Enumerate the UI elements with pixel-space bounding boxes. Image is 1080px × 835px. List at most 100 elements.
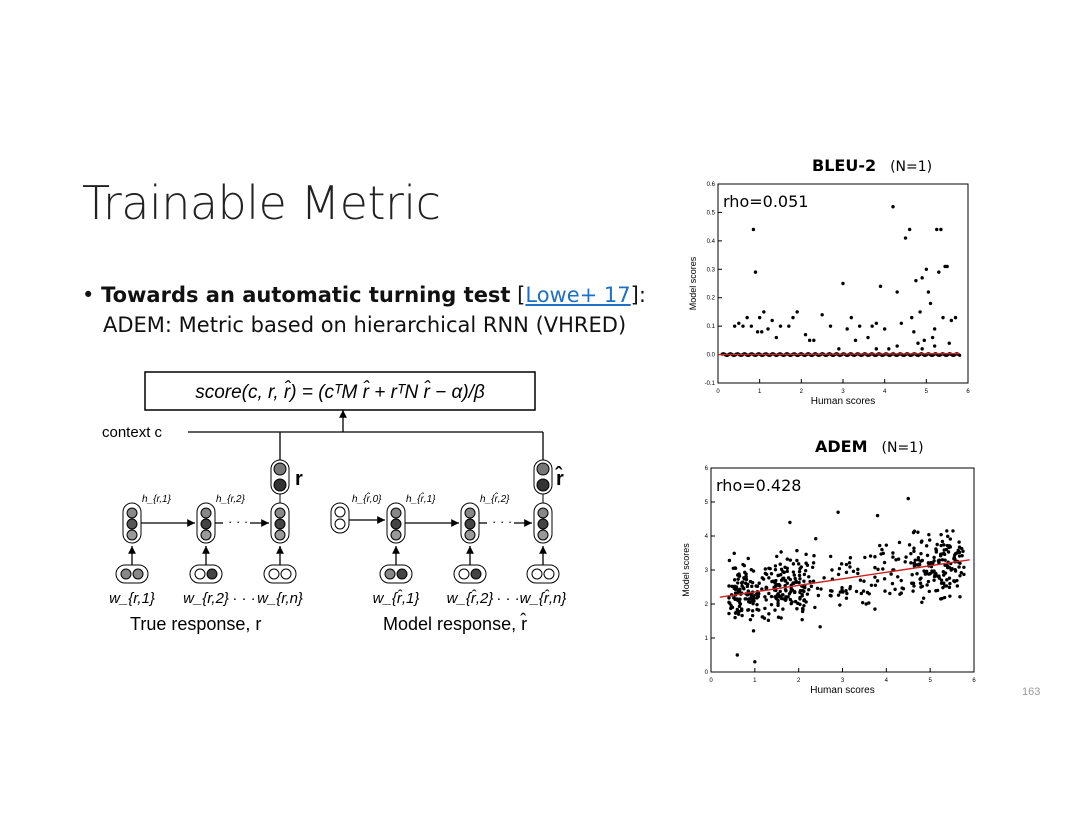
data-point	[749, 593, 754, 598]
data-point	[753, 660, 757, 664]
data-point	[746, 599, 751, 604]
data-point	[952, 557, 956, 561]
data-point	[797, 573, 802, 578]
x-tick-label: 6	[972, 678, 976, 684]
data-point	[913, 558, 917, 562]
data-point	[795, 548, 799, 553]
data-point	[750, 609, 755, 613]
data-point	[903, 236, 908, 240]
data-point	[932, 578, 936, 582]
word-node	[379, 564, 413, 584]
data-point	[845, 591, 849, 596]
data-point	[774, 596, 779, 601]
y-tick-label: 0	[705, 670, 709, 676]
data-point	[791, 562, 796, 566]
data-point	[775, 593, 779, 597]
data-point	[763, 567, 768, 571]
data-point	[912, 564, 917, 568]
data-point	[935, 542, 939, 547]
data-point	[932, 574, 937, 579]
data-point	[912, 330, 916, 334]
data-point	[793, 590, 797, 594]
data-point	[786, 595, 790, 599]
data-point	[814, 537, 818, 541]
data-point	[909, 551, 913, 556]
data-point	[909, 561, 913, 565]
data-point	[951, 529, 955, 533]
data-point	[791, 570, 796, 574]
h-label: h_{r̂,0}	[352, 491, 382, 505]
data-point	[811, 579, 816, 583]
word-node	[453, 564, 487, 584]
data-point	[767, 591, 771, 596]
data-point	[755, 602, 759, 607]
data-point	[751, 629, 756, 633]
data-point	[937, 270, 941, 274]
data-point	[934, 550, 939, 554]
data-point	[887, 347, 891, 351]
hidden-node	[386, 502, 406, 544]
data-point	[763, 595, 767, 599]
data-point	[837, 347, 841, 351]
data-point	[940, 539, 945, 544]
slide-number: 163	[1022, 686, 1041, 698]
data-point	[942, 543, 946, 547]
data-point	[822, 576, 826, 580]
data-point	[958, 561, 962, 565]
data-point	[957, 554, 962, 558]
data-point	[853, 338, 858, 343]
data-point	[788, 558, 793, 562]
data-point	[915, 572, 919, 576]
citation-link[interactable]: Lowe+ 17	[525, 283, 631, 307]
true-response-caption: True response, r	[130, 614, 261, 634]
bleu-chart-title: BLEU-2 (N=1)	[812, 156, 932, 175]
data-point	[928, 572, 932, 576]
data-point	[779, 567, 784, 572]
data-point	[779, 550, 783, 554]
y-tick-label: -0.1	[705, 381, 716, 387]
data-point	[942, 548, 946, 552]
data-point	[760, 330, 764, 334]
data-point	[935, 574, 940, 578]
data-point	[844, 596, 849, 600]
data-point	[948, 537, 953, 541]
x-tick-label: 2	[797, 678, 801, 684]
data-point	[743, 597, 747, 601]
data-point	[795, 607, 799, 611]
bleu-scatter-chart: 0 1 2 3 4 5 6 -0.1 0.0 0.1 0.2 0.3 0.4 0.5 0.6 rho=0.05…	[688, 182, 970, 407]
r-node	[270, 459, 290, 495]
rho-annotation: rho=0.051	[723, 192, 808, 211]
adem-subtitle: (N=1)	[881, 440, 924, 456]
data-point	[941, 315, 945, 320]
w-label: w_{r,2}	[183, 590, 229, 607]
model-response-caption: Model response, r̂	[383, 613, 527, 634]
data-point	[946, 534, 950, 539]
data-point	[807, 338, 812, 343]
data-point	[942, 552, 947, 557]
data-point	[927, 589, 931, 594]
data-point	[896, 575, 900, 579]
data-point	[727, 584, 731, 588]
data-point	[735, 653, 739, 657]
data-point	[779, 616, 783, 620]
data-point	[789, 601, 793, 606]
bullet-line-2: ADEM: Metric based on hierarchical RNN (…	[103, 313, 627, 337]
data-point	[907, 543, 912, 547]
w-label: w_{r̂,n}	[520, 589, 567, 607]
data-point	[793, 576, 797, 581]
y-tick-label: 3	[705, 568, 709, 574]
data-point	[840, 588, 844, 592]
data-point	[802, 579, 806, 583]
data-point	[812, 554, 816, 558]
data-point	[773, 608, 777, 612]
data-point	[837, 566, 842, 571]
bracket-open: [	[517, 283, 526, 307]
data-point	[876, 567, 880, 572]
data-point	[736, 612, 741, 616]
data-point	[910, 315, 914, 320]
data-point	[947, 585, 952, 590]
data-point	[729, 606, 733, 611]
data-point	[802, 598, 807, 602]
data-point	[949, 318, 954, 323]
data-point	[746, 608, 751, 612]
